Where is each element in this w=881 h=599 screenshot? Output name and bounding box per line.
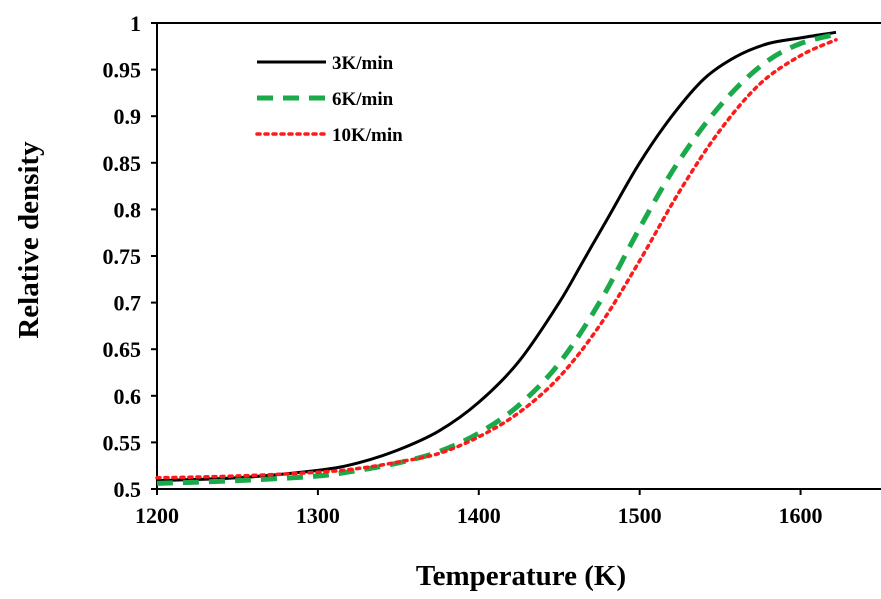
y-axis-title: Relative density	[13, 141, 45, 339]
y-tick-label: 0.5	[114, 477, 142, 502]
x-tick-label: 1200	[135, 503, 179, 528]
x-axis-ticks: 1200 1300 1400 1500 1600	[135, 489, 823, 528]
legend-label: 10K/min	[332, 125, 403, 146]
y-tick-label: 0.75	[103, 244, 142, 269]
x-tick-label: 1500	[618, 503, 662, 528]
x-tick-label: 1400	[457, 503, 501, 528]
series-line-6k-min	[156, 31, 837, 486]
y-tick-label: 0.8	[114, 197, 142, 222]
y-tick-label: 0.9	[114, 104, 142, 129]
x-tick-label: 1600	[779, 503, 823, 528]
x-axis-title: Temperature (K)	[416, 560, 626, 592]
y-tick-label: 1	[130, 11, 141, 36]
y-tick-label: 0.55	[103, 430, 142, 455]
y-tick-label: 0.6	[114, 384, 142, 409]
series-line-10k-min	[155, 38, 838, 480]
x-tick-label: 1300	[296, 503, 340, 528]
plot-frame	[156, 22, 881, 490]
y-tick-label: 0.65	[103, 337, 142, 362]
y-axis-ticks: 0.5 0.55 0.6 0.65 0.7 0.75 0.8 0.85 0.9 0.95 1	[103, 11, 157, 502]
y-tick-label: 0.85	[103, 151, 142, 176]
y-tick-label: 0.7	[114, 291, 142, 316]
series-line-3k-min	[156, 30, 837, 483]
series-layer	[155, 30, 838, 486]
legend-label: 6K/min	[332, 89, 394, 110]
y-tick-label: 0.95	[103, 58, 142, 83]
legend-label: 3K/min	[332, 53, 394, 74]
legend: 3K/min 6K/min 10K/min	[255, 53, 403, 146]
